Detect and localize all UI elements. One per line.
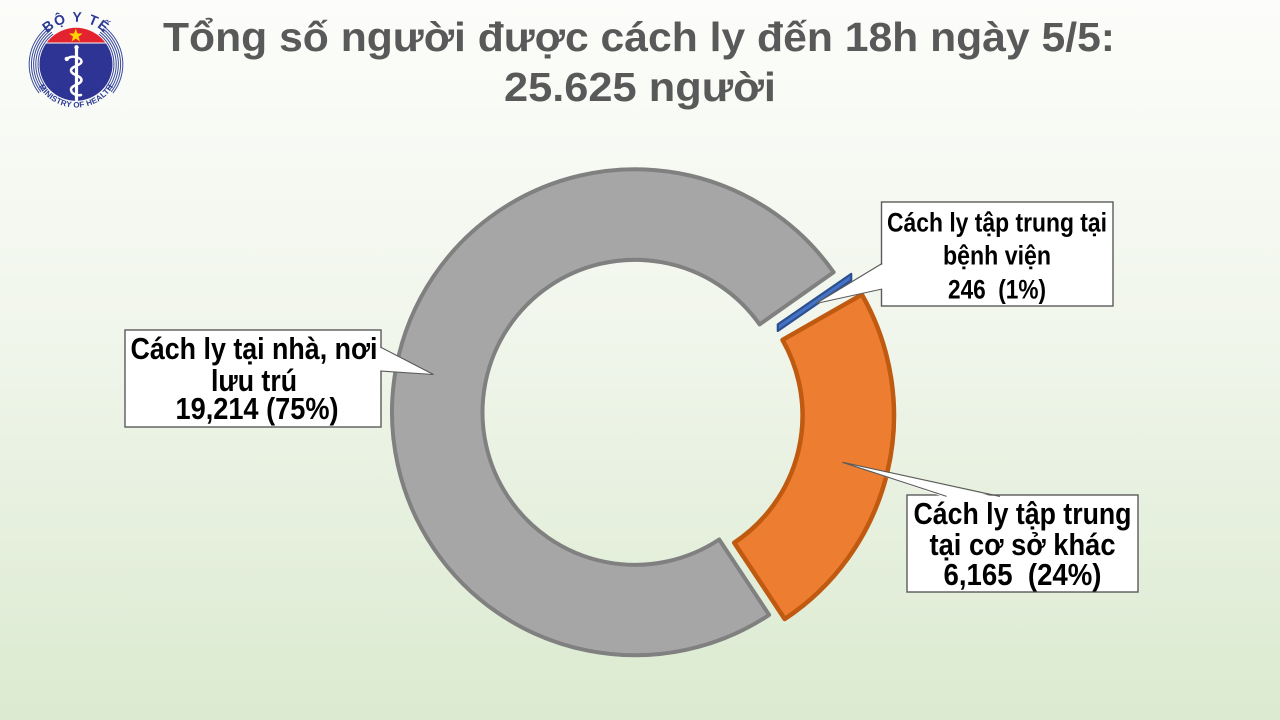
svg-text:246 (1%): 246 (1%) <box>948 275 1046 305</box>
svg-text:6,165 (24%): 6,165 (24%) <box>944 557 1102 592</box>
svg-text:tại cơ sở khác: tại cơ sở khác <box>930 527 1116 562</box>
svg-text:Cách ly tại nhà, nơi: Cách ly tại nhà, nơi <box>131 331 378 366</box>
svg-text:bệnh viện: bệnh viện <box>943 241 1051 271</box>
svg-text:Tổng số người được cách ly đến: Tổng số người được cách ly đến 18h ngày … <box>163 14 1115 60</box>
svg-text:Cách ly tập trung tại: Cách ly tập trung tại <box>887 208 1107 238</box>
svg-text:19,214 (75%): 19,214 (75%) <box>176 391 339 426</box>
svg-text:lưu trú: lưu trú <box>211 363 297 398</box>
svg-text:Cách ly tập trung: Cách ly tập trung <box>914 496 1132 531</box>
svg-text:25.625 người: 25.625 người <box>504 64 776 110</box>
